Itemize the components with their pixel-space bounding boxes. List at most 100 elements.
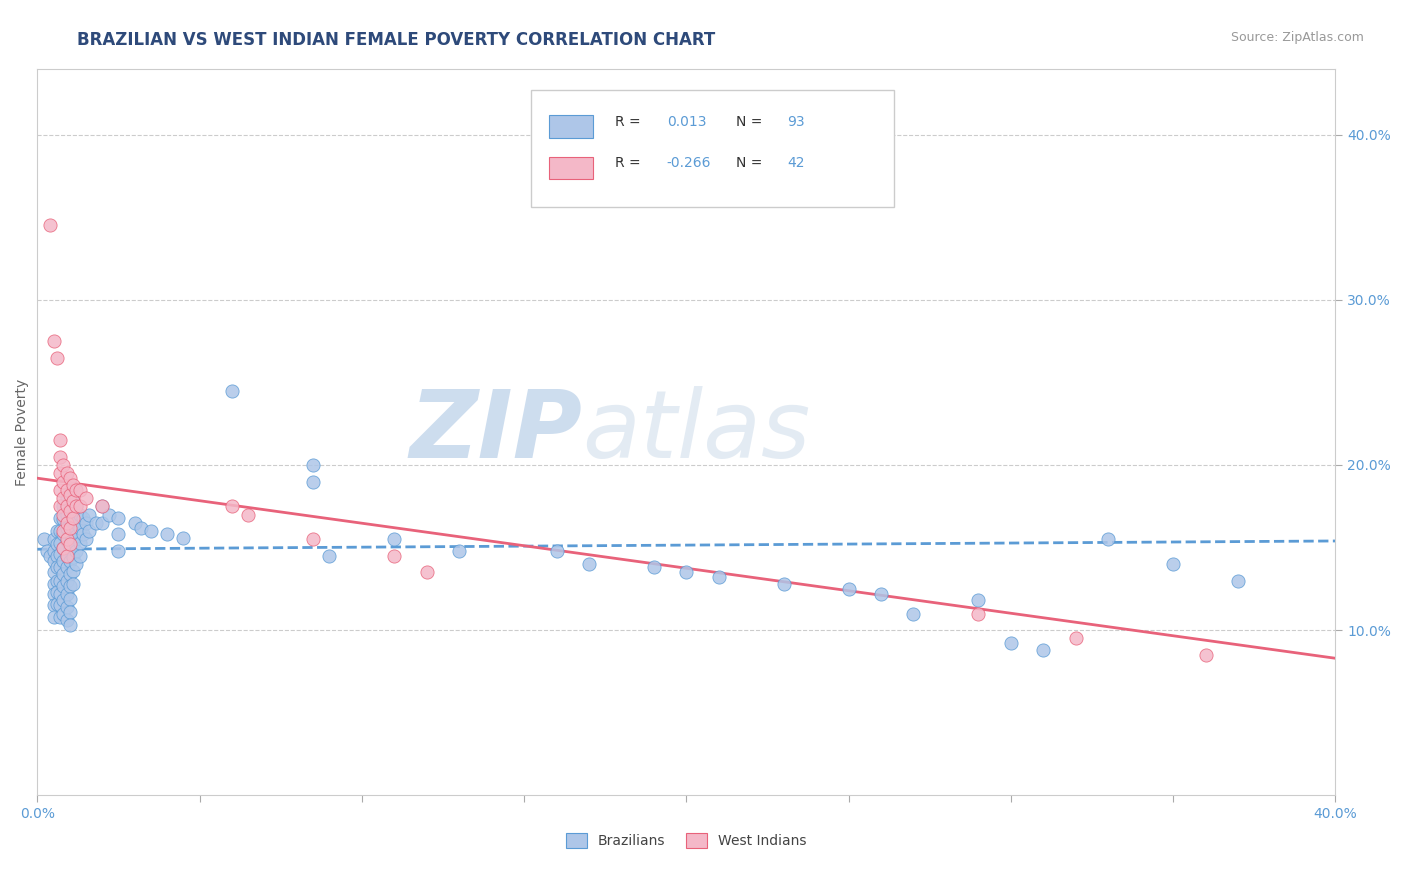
Point [62,564,84,578]
Point [107,527,129,541]
Point [69,508,91,522]
Point [52,524,75,538]
Point [59,521,82,535]
Point [69,549,91,563]
Point [172,531,194,545]
Point [675,566,697,580]
Point [45,585,67,599]
Point [1097,533,1119,547]
Y-axis label: Female Poverty: Female Poverty [15,378,30,485]
Point [546,544,568,558]
Point [49,434,72,448]
Point [52,554,75,568]
Point [707,570,730,584]
Legend: Brazilians, West Indians: Brazilians, West Indians [561,828,813,854]
Point [967,593,990,607]
Point [449,544,471,558]
Point [91,516,114,530]
Point [65,483,87,497]
Point [77,508,100,522]
Point [318,549,340,563]
Point [65,529,87,543]
Point [55,587,77,601]
Point [59,578,82,592]
Point [55,483,77,497]
Point [65,544,87,558]
Point [62,494,84,508]
Point [238,508,260,522]
Point [416,566,439,580]
Point [75,491,97,505]
Point [65,500,87,514]
Point [55,533,77,548]
Point [302,458,325,472]
Point [52,458,75,472]
Point [302,475,325,489]
Point [45,537,67,551]
Point [49,524,72,538]
FancyBboxPatch shape [548,157,593,179]
Point [59,527,82,541]
Point [62,550,84,565]
Point [49,511,72,525]
Point [52,541,75,555]
FancyBboxPatch shape [530,90,894,207]
Point [55,467,77,481]
Point [55,491,77,505]
Point [97,508,120,522]
Point [55,549,77,563]
Point [77,524,100,538]
Point [1064,632,1087,646]
Point [55,560,77,574]
Point [45,560,67,574]
Point [55,549,77,563]
Point [49,560,72,574]
Point [69,500,91,514]
Text: -0.266: -0.266 [666,156,711,170]
Point [129,521,152,535]
Point [52,607,75,621]
Text: N =: N = [735,114,766,128]
Point [55,516,77,530]
Point [39,219,62,233]
Point [49,535,72,549]
Point [52,491,75,505]
Point [55,613,77,627]
Point [45,597,67,611]
Point [55,600,77,615]
Point [45,351,67,365]
Point [772,577,794,591]
Point [221,384,243,398]
Point [49,483,72,497]
Point [59,471,82,485]
Point [32,533,55,547]
Point [42,544,65,558]
Point [52,578,75,592]
Point [52,527,75,541]
Point [59,504,82,518]
Point [65,557,87,571]
Point [42,577,65,591]
Point [52,567,75,582]
Point [62,577,84,591]
Point [69,483,91,497]
Point [59,605,82,619]
Point [35,544,58,558]
Point [903,607,925,621]
Text: 93: 93 [787,114,806,128]
Point [107,511,129,525]
Point [75,516,97,530]
Point [49,547,72,561]
Point [42,334,65,348]
Point [75,533,97,547]
Point [107,544,129,558]
Point [42,554,65,568]
Point [382,549,405,563]
Point [59,554,82,568]
Point [62,511,84,525]
Point [62,511,84,525]
Text: 42: 42 [787,156,806,170]
Point [124,516,146,530]
Point [302,533,325,547]
Point [49,610,72,624]
